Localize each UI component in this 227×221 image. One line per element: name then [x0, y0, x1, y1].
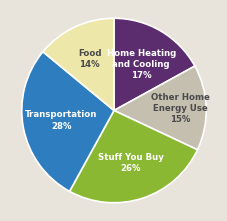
Wedge shape: [43, 18, 114, 110]
Text: Food
14%: Food 14%: [78, 49, 101, 69]
Text: Transportation
28%: Transportation 28%: [25, 110, 97, 131]
Text: Home Heating
and Cooling
17%: Home Heating and Cooling 17%: [106, 49, 175, 80]
Wedge shape: [114, 66, 205, 150]
Text: Other Home
Energy Use
15%: Other Home Energy Use 15%: [150, 93, 209, 124]
Wedge shape: [22, 52, 114, 191]
Wedge shape: [114, 18, 194, 110]
Text: Stuff You Buy
26%: Stuff You Buy 26%: [98, 153, 163, 173]
Wedge shape: [69, 110, 197, 203]
